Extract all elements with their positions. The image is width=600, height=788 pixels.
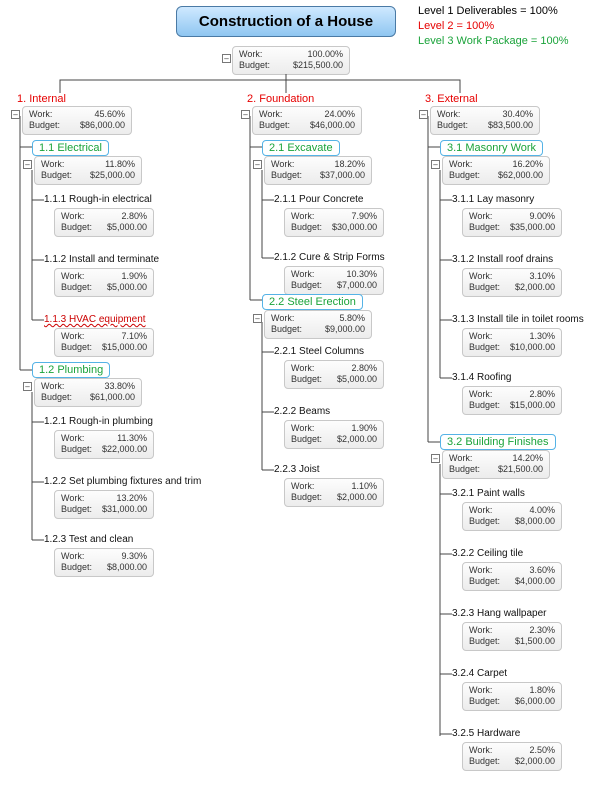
node-3-2-2-info: Work:3.60% Budget:$4,000.00 xyxy=(462,562,562,591)
node-1-1-3-label: 1.1.3 HVAC equipment xyxy=(44,314,146,325)
node-2-2-info: Work:5.80% Budget:$9,000.00 xyxy=(264,310,372,339)
node-2-label: 2. Foundation xyxy=(246,92,315,106)
toggle-icon[interactable]: – xyxy=(23,160,32,169)
node-1-1-label: 1.1 Electrical xyxy=(32,140,109,156)
node-1-1-info: Work:11.80% Budget:$25,000.00 xyxy=(34,156,142,185)
node-3-1-3-info: Work:1.30% Budget:$10,000.00 xyxy=(462,328,562,357)
node-2-1-info: Work:18.20% Budget:$37,000.00 xyxy=(264,156,372,185)
node-1-1-3-info: Work:7.10% Budget:$15,000.00 xyxy=(54,328,154,357)
toggle-icon[interactable]: – xyxy=(431,160,440,169)
node-3-2-3-label: 3.2.3 Hang wallpaper xyxy=(452,608,547,619)
node-1-2-2-label: 1.2.2 Set plumbing fixtures and trim xyxy=(44,476,201,487)
node-3-1-3-label: 3.1.3 Install tile in toilet rooms xyxy=(452,314,584,325)
node-1-label: 1. Internal xyxy=(16,92,67,106)
toggle-icon[interactable]: – xyxy=(222,54,231,63)
node-3-1-4-label: 3.1.4 Roofing xyxy=(452,372,512,383)
toggle-icon[interactable]: – xyxy=(253,314,262,323)
node-2-2-1-label: 2.2.1 Steel Columns xyxy=(274,346,364,357)
node-2-2-label: 2.2 Steel Erection xyxy=(262,294,363,310)
node-2-2-3-label: 2.2.3 Joist xyxy=(274,464,320,475)
legend-level1: Level 1 Deliverables = 100% xyxy=(418,4,569,19)
node-1-info: Work:45.60% Budget:$86,000.00 xyxy=(22,106,132,135)
node-3-2-1-info: Work:4.00% Budget:$8,000.00 xyxy=(462,502,562,531)
root-title: Construction of a House xyxy=(176,6,396,37)
node-2-1-1-info: Work:7.90% Budget:$30,000.00 xyxy=(284,208,384,237)
node-1-2-1-info: Work:11.30% Budget:$22,000.00 xyxy=(54,430,154,459)
node-3-1-4-info: Work:2.80% Budget:$15,000.00 xyxy=(462,386,562,415)
node-3-2-label: 3.2 Building Finishes xyxy=(440,434,556,450)
node-2-1-2-info: Work:10.30% Budget:$7,000.00 xyxy=(284,266,384,295)
node-3-1-2-label: 3.1.2 Install roof drains xyxy=(452,254,553,265)
toggle-icon[interactable]: – xyxy=(253,160,262,169)
toggle-icon[interactable]: – xyxy=(419,110,428,119)
node-3-2-5-info: Work:2.50% Budget:$2,000.00 xyxy=(462,742,562,771)
toggle-icon[interactable]: – xyxy=(241,110,250,119)
node-1-2-1-label: 1.2.1 Rough-in plumbing xyxy=(44,416,153,427)
node-3-2-4-info: Work:1.80% Budget:$6,000.00 xyxy=(462,682,562,711)
toggle-icon[interactable]: – xyxy=(11,110,20,119)
node-1-1-2-info: Work:1.90% Budget:$5,000.00 xyxy=(54,268,154,297)
node-2-1-2-label: 2.1.2 Cure & Strip Forms xyxy=(274,252,385,263)
node-3-2-1-label: 3.2.1 Paint walls xyxy=(452,488,525,499)
node-3-1-1-label: 3.1.1 Lay masonry xyxy=(452,194,534,205)
node-1-1-2-label: 1.1.2 Install and terminate xyxy=(44,254,159,265)
node-1-2-3-label: 1.2.3 Test and clean xyxy=(44,534,133,545)
node-3-2-4-label: 3.2.4 Carpet xyxy=(452,668,507,679)
node-2-1-label: 2.1 Excavate xyxy=(262,140,340,156)
node-2-1-1-label: 2.1.1 Pour Concrete xyxy=(274,194,364,205)
node-2-2-2-label: 2.2.2 Beams xyxy=(274,406,330,417)
node-3-2-3-info: Work:2.30% Budget:$1,500.00 xyxy=(462,622,562,651)
root-info: Work:100.00% Budget:$215,500.00 xyxy=(232,46,350,75)
node-3-1-1-info: Work:9.00% Budget:$35,000.00 xyxy=(462,208,562,237)
node-1-1-1-info: Work:2.80% Budget:$5,000.00 xyxy=(54,208,154,237)
node-1-2-2-info: Work:13.20% Budget:$31,000.00 xyxy=(54,490,154,519)
node-3-2-5-label: 3.2.5 Hardware xyxy=(452,728,520,739)
legend: Level 1 Deliverables = 100% Level 2 = 10… xyxy=(418,4,569,49)
node-2-2-2-info: Work:1.90% Budget:$2,000.00 xyxy=(284,420,384,449)
node-3-2-2-label: 3.2.2 Ceiling tile xyxy=(452,548,523,559)
node-1-1-1-label: 1.1.1 Rough-in electrical xyxy=(44,194,152,205)
node-3-1-2-info: Work:3.10% Budget:$2,000.00 xyxy=(462,268,562,297)
toggle-icon[interactable]: – xyxy=(23,382,32,391)
node-3-info: Work:30.40% Budget:$83,500.00 xyxy=(430,106,540,135)
toggle-icon[interactable]: – xyxy=(431,454,440,463)
node-2-2-1-info: Work:2.80% Budget:$5,000.00 xyxy=(284,360,384,389)
node-1-2-info: Work:33.80% Budget:$61,000.00 xyxy=(34,378,142,407)
node-3-2-info: Work:14.20% Budget:$21,500.00 xyxy=(442,450,550,479)
node-2-info: Work:24.00% Budget:$46,000.00 xyxy=(252,106,362,135)
node-3-1-label: 3.1 Masonry Work xyxy=(440,140,543,156)
node-2-2-3-info: Work:1.10% Budget:$2,000.00 xyxy=(284,478,384,507)
node-1-2-3-info: Work:9.30% Budget:$8,000.00 xyxy=(54,548,154,577)
node-3-label: 3. External xyxy=(424,92,479,106)
node-1-2-label: 1.2 Plumbing xyxy=(32,362,110,378)
legend-level2: Level 2 = 100% xyxy=(418,19,569,34)
node-3-1-info: Work:16.20% Budget:$62,000.00 xyxy=(442,156,550,185)
legend-level3: Level 3 Work Package = 100% xyxy=(418,34,569,49)
